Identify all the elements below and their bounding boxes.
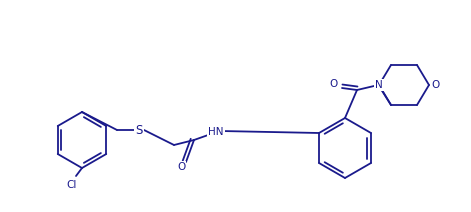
Text: Cl: Cl	[67, 180, 77, 190]
Text: O: O	[431, 80, 439, 90]
Text: O: O	[330, 79, 338, 89]
Text: S: S	[135, 124, 143, 137]
Text: O: O	[177, 162, 185, 172]
Text: HN: HN	[208, 127, 224, 137]
Text: N: N	[375, 80, 383, 90]
